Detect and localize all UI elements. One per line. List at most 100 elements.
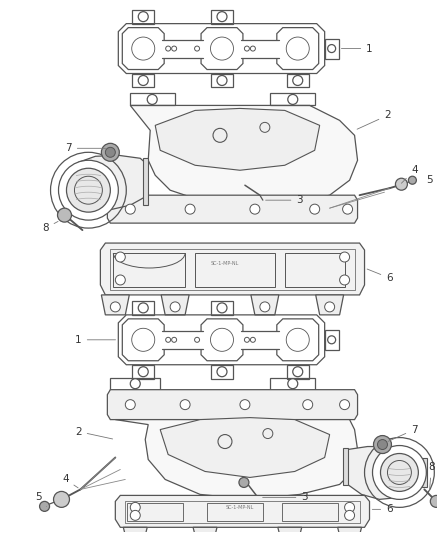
Text: 4: 4 <box>62 474 78 488</box>
Text: 7: 7 <box>388 425 418 441</box>
Text: SC-1-MP-NL: SC-1-MP-NL <box>211 261 239 265</box>
Polygon shape <box>107 195 357 223</box>
Text: 1: 1 <box>341 44 373 54</box>
Text: 4: 4 <box>401 165 418 183</box>
Polygon shape <box>161 295 189 315</box>
Circle shape <box>110 302 120 312</box>
Text: 1: 1 <box>75 335 116 345</box>
Polygon shape <box>201 28 243 69</box>
Polygon shape <box>316 295 343 315</box>
Polygon shape <box>115 495 370 527</box>
Circle shape <box>101 143 119 161</box>
Circle shape <box>288 379 298 389</box>
Circle shape <box>345 511 355 520</box>
Circle shape <box>185 204 195 214</box>
Text: 8: 8 <box>428 463 434 491</box>
Circle shape <box>59 160 118 220</box>
Polygon shape <box>122 28 164 69</box>
Polygon shape <box>115 419 357 499</box>
Circle shape <box>293 367 303 377</box>
Circle shape <box>372 446 426 499</box>
Circle shape <box>378 440 388 449</box>
Circle shape <box>217 12 227 22</box>
Text: 8: 8 <box>42 221 58 233</box>
Circle shape <box>345 503 355 512</box>
Circle shape <box>138 367 148 377</box>
Polygon shape <box>100 243 364 295</box>
Polygon shape <box>422 457 427 487</box>
Polygon shape <box>122 319 164 361</box>
Text: 5: 5 <box>35 492 46 506</box>
Polygon shape <box>160 417 330 478</box>
Circle shape <box>217 303 227 313</box>
Circle shape <box>138 303 148 313</box>
Circle shape <box>240 400 250 410</box>
Polygon shape <box>251 295 279 315</box>
Circle shape <box>106 147 115 157</box>
Circle shape <box>115 252 125 262</box>
Circle shape <box>125 204 135 214</box>
Circle shape <box>339 400 350 410</box>
Polygon shape <box>107 390 357 419</box>
Polygon shape <box>143 158 148 205</box>
Circle shape <box>328 45 336 53</box>
Circle shape <box>328 336 336 344</box>
Circle shape <box>310 204 320 214</box>
Circle shape <box>57 208 71 222</box>
Circle shape <box>130 511 140 520</box>
Polygon shape <box>193 527 217 533</box>
Circle shape <box>115 275 125 285</box>
Polygon shape <box>162 39 203 58</box>
Circle shape <box>288 94 298 104</box>
Text: SC-1-MP-NL: SC-1-MP-NL <box>226 505 254 511</box>
Circle shape <box>260 302 270 312</box>
Polygon shape <box>124 527 147 533</box>
Circle shape <box>396 178 407 190</box>
Text: 6: 6 <box>367 269 393 283</box>
Circle shape <box>125 400 135 410</box>
Polygon shape <box>277 28 319 69</box>
Circle shape <box>293 76 303 85</box>
Polygon shape <box>348 447 421 499</box>
Circle shape <box>138 12 148 22</box>
Polygon shape <box>201 319 243 361</box>
Circle shape <box>130 503 140 512</box>
Text: 5: 5 <box>426 175 433 185</box>
Polygon shape <box>101 295 129 315</box>
Circle shape <box>217 367 227 377</box>
Polygon shape <box>277 319 319 361</box>
Circle shape <box>138 76 148 85</box>
Text: 2: 2 <box>357 110 391 129</box>
Circle shape <box>217 76 227 85</box>
Polygon shape <box>155 108 320 170</box>
Polygon shape <box>162 331 203 349</box>
Circle shape <box>39 502 49 511</box>
Text: 3: 3 <box>263 492 308 503</box>
Circle shape <box>170 302 180 312</box>
Polygon shape <box>130 106 357 207</box>
Polygon shape <box>241 331 279 349</box>
Circle shape <box>325 302 335 312</box>
Circle shape <box>339 275 350 285</box>
Text: 6: 6 <box>372 504 393 514</box>
Text: 3: 3 <box>265 195 303 205</box>
Circle shape <box>239 478 249 487</box>
Polygon shape <box>338 527 361 533</box>
Circle shape <box>430 495 438 507</box>
Circle shape <box>250 204 260 214</box>
Circle shape <box>130 379 140 389</box>
Text: 2: 2 <box>75 426 113 439</box>
Circle shape <box>147 94 157 104</box>
Circle shape <box>339 252 350 262</box>
Polygon shape <box>241 39 279 58</box>
Circle shape <box>303 400 313 410</box>
Polygon shape <box>343 448 348 486</box>
Polygon shape <box>63 175 68 205</box>
Circle shape <box>53 491 70 507</box>
Circle shape <box>67 168 110 212</box>
Polygon shape <box>278 527 302 533</box>
Text: 7: 7 <box>65 143 106 154</box>
Circle shape <box>408 176 417 184</box>
Circle shape <box>374 435 392 454</box>
Circle shape <box>343 204 353 214</box>
